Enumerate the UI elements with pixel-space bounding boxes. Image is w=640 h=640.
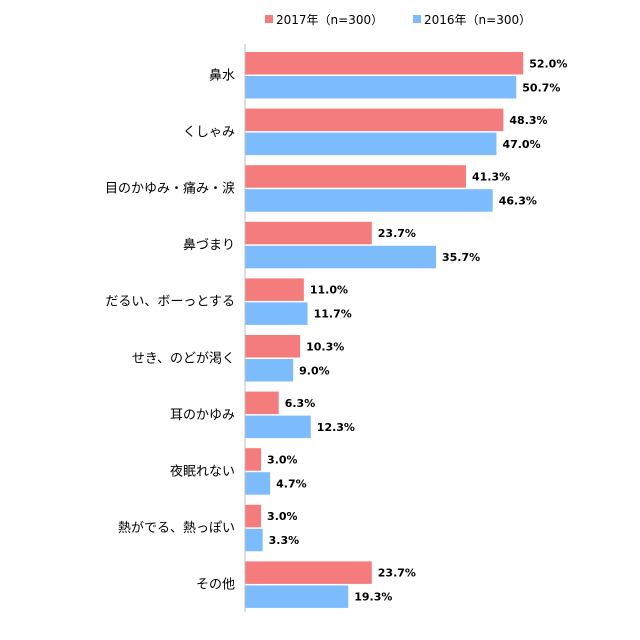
data-label: 23.7% <box>378 227 416 240</box>
data-label: 48.3% <box>509 114 547 127</box>
chart-legend: 2017年（n=300） 2016年（n=300） <box>265 13 531 27</box>
data-label: 35.7% <box>442 251 480 264</box>
category-label: 鼻水 <box>209 67 235 83</box>
bar-series-2 <box>245 245 436 269</box>
category-label: せき、のどが渇く <box>132 350 235 366</box>
value-labels: 52.0% 50.7% 48.3% 47.0% 41.3% 46.3% 23.7% 35.7%… <box>267 57 567 603</box>
data-label: 3.0% <box>267 510 298 523</box>
bar-series-1 <box>245 504 262 528</box>
data-label: 3.3% <box>269 534 300 547</box>
data-label: 23.7% <box>378 567 416 580</box>
data-label: 3.0% <box>267 453 298 466</box>
bar-series-2 <box>245 528 263 552</box>
data-label: 12.3% <box>317 421 355 434</box>
legend-label: 2016年（n=300） <box>424 13 531 27</box>
bar-series-2 <box>245 189 493 212</box>
data-label: 9.0% <box>299 364 330 377</box>
data-label: 11.7% <box>314 308 352 321</box>
bar-series-2 <box>245 76 517 99</box>
category-label: だるい、ボーっとする <box>105 295 235 310</box>
category-label: 目のかゆみ・痛み・涙 <box>105 180 235 196</box>
bar-series-1 <box>245 165 466 188</box>
chart-bars <box>245 52 524 608</box>
data-label: 52.0% <box>529 57 567 70</box>
category-label: くしゃみ <box>183 125 235 140</box>
category-labels: 鼻水くしゃみ目のかゆみ・痛み・涙鼻づまりだるい、ボーっとするせき、のどが渇く耳の… <box>105 67 235 592</box>
bar-series-1 <box>245 221 372 245</box>
bar-series-1 <box>245 448 262 471</box>
data-label: 11.0% <box>310 284 348 297</box>
data-label: 19.3% <box>354 591 392 604</box>
bar-series-1 <box>245 278 304 301</box>
category-label: 鼻づまり <box>183 237 235 253</box>
bar-series-1 <box>245 391 279 415</box>
legend-swatch <box>413 15 421 23</box>
category-label: 熱がでる、熱っぽい <box>118 521 235 536</box>
bar-series-2 <box>245 132 497 156</box>
data-label: 46.3% <box>499 194 537 207</box>
bar-series-2 <box>245 415 311 439</box>
bar-series-1 <box>245 561 372 584</box>
data-label: 47.0% <box>502 138 540 151</box>
data-label: 10.3% <box>306 340 344 353</box>
data-label: 4.7% <box>276 477 307 490</box>
bar-series-2 <box>245 359 294 382</box>
bar-series-1 <box>245 52 524 75</box>
data-label: 50.7% <box>522 81 560 94</box>
category-label: 耳のかゆみ <box>170 408 235 423</box>
bar-series-2 <box>245 302 308 325</box>
category-label: 夜眠れない <box>170 464 235 479</box>
data-label: 41.3% <box>472 170 510 183</box>
category-label: その他 <box>196 578 235 593</box>
legend-label: 2017年（n=300） <box>276 13 383 27</box>
data-label: 6.3% <box>285 397 316 410</box>
legend-swatch <box>265 15 273 23</box>
bar-series-2 <box>245 472 271 495</box>
bar-series-1 <box>245 335 301 358</box>
bar-series-2 <box>245 585 349 608</box>
bar-series-1 <box>245 108 504 132</box>
